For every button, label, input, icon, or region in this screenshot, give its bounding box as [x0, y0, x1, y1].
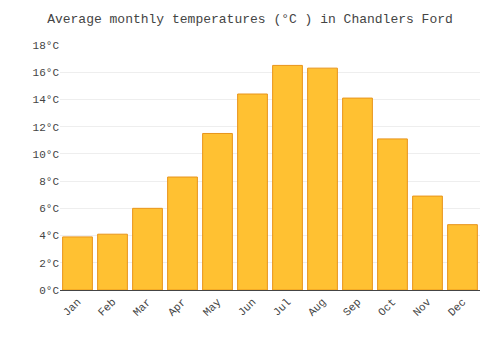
- svg-text:4°C: 4°C: [39, 230, 59, 242]
- svg-text:Average monthly temperatures (: Average monthly temperatures (°C ) in Ch…: [47, 12, 453, 27]
- svg-text:Mar: Mar: [131, 296, 153, 318]
- svg-text:2°C: 2°C: [39, 258, 59, 270]
- svg-text:6°C: 6°C: [39, 203, 59, 215]
- svg-text:Jun: Jun: [236, 296, 258, 318]
- svg-text:Aug: Aug: [306, 296, 328, 318]
- svg-text:Dec: Dec: [446, 296, 468, 318]
- svg-text:16°C: 16°C: [33, 67, 60, 79]
- svg-text:10°C: 10°C: [33, 149, 60, 161]
- svg-text:Jan: Jan: [61, 296, 83, 318]
- svg-text:Apr: Apr: [166, 296, 188, 318]
- svg-text:Feb: Feb: [96, 296, 118, 318]
- svg-text:0°C: 0°C: [39, 285, 59, 297]
- svg-text:8°C: 8°C: [39, 176, 59, 188]
- svg-text:Jul: Jul: [271, 296, 293, 318]
- svg-text:Nov: Nov: [411, 296, 434, 319]
- svg-text:18°C: 18°C: [33, 40, 60, 52]
- svg-text:14°C: 14°C: [33, 94, 60, 106]
- svg-text:Oct: Oct: [376, 296, 398, 318]
- svg-text:12°C: 12°C: [33, 122, 60, 134]
- svg-text:May: May: [201, 296, 224, 319]
- svg-text:Sep: Sep: [341, 296, 363, 318]
